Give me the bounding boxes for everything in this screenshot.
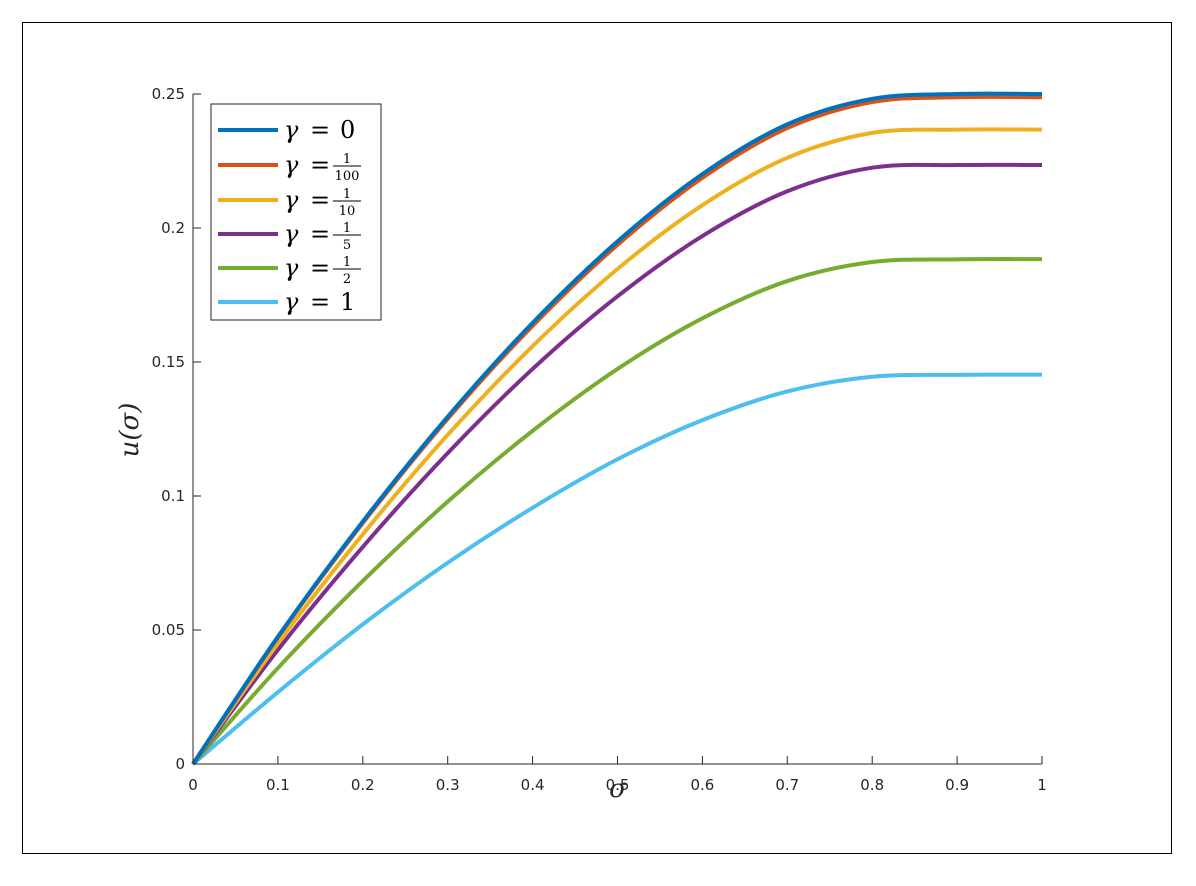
x-tick-label: 0.1 <box>266 776 290 794</box>
x-tick-label: 0.6 <box>690 776 714 794</box>
x-tick-label: 0.2 <box>351 776 375 794</box>
series-line-5 <box>191 372 1043 766</box>
axes <box>192 93 1043 765</box>
legend-fraction-numerator: 1 <box>343 255 351 270</box>
series-line-0 <box>191 91 1043 766</box>
series-line-2 <box>191 127 1043 766</box>
x-tick-label: 0 <box>188 776 198 794</box>
legend-equals: = <box>310 116 330 144</box>
legend-fraction-numerator: 1 <box>343 152 351 167</box>
x-axis-label: σ <box>609 774 628 804</box>
x-tick-label: 0.5 <box>606 776 630 794</box>
legend-fraction-denominator: 100 <box>335 169 360 184</box>
legend-item-5: γ = 1 <box>218 288 355 316</box>
legend-fraction-denominator: 2 <box>343 272 351 287</box>
x-tick-label: 0.8 <box>860 776 884 794</box>
legend-fraction-denominator: 10 <box>339 204 356 219</box>
legend-fraction-numerator: 1 <box>343 221 351 236</box>
y-tick-label: 0.05 <box>152 621 185 639</box>
legend-item-1: γ = 1 100 <box>218 151 361 184</box>
x-tick-label: 0.9 <box>945 776 969 794</box>
legend-symbol: γ <box>284 254 299 282</box>
legend-fraction-denominator: 5 <box>343 238 351 253</box>
legend-equals: = <box>310 220 330 248</box>
legend-fraction-numerator: 1 <box>343 187 351 202</box>
legend-equals: = <box>310 288 330 316</box>
series-line-4 <box>191 257 1043 766</box>
y-tick-label: 0.15 <box>152 353 185 371</box>
series-line-3 <box>191 162 1043 766</box>
x-tick-label: 0.3 <box>436 776 460 794</box>
legend-equals: = <box>310 186 330 214</box>
legend-item-2: γ = 1 10 <box>218 186 361 219</box>
x-tick-label: 0.4 <box>521 776 545 794</box>
legend-equals: = <box>310 254 330 282</box>
y-tick-label: 0.25 <box>152 85 185 103</box>
legend-symbol: γ <box>284 151 299 179</box>
y-axis-label: u(σ) <box>115 403 145 458</box>
legend-value: 1 <box>340 288 355 316</box>
x-tick-label: 0.7 <box>775 776 799 794</box>
legend-symbol: γ <box>284 186 299 214</box>
legend-value: 0 <box>340 116 355 144</box>
x-tick-label: 1 <box>1037 776 1047 794</box>
legend-equals: = <box>310 151 330 179</box>
y-tick-label: 0.1 <box>161 487 185 505</box>
legend-item-3: γ = 1 5 <box>218 220 361 253</box>
legend-item-0: γ = 0 <box>218 116 355 144</box>
y-tick-label: 0.2 <box>161 219 185 237</box>
y-tick-label: 0 <box>175 755 185 773</box>
legend-symbol: γ <box>284 288 299 316</box>
legend-symbol: γ <box>284 220 299 248</box>
legend-box <box>210 103 382 321</box>
legend-symbol: γ <box>284 116 299 144</box>
legend-item-4: γ = 1 2 <box>218 254 361 287</box>
series-lines <box>191 91 1043 766</box>
tick-labels: 0 0.1 0.2 0.3 0.4 0.5 0.6 0.7 0.8 0.9 100.050.10.1… <box>152 85 1047 794</box>
